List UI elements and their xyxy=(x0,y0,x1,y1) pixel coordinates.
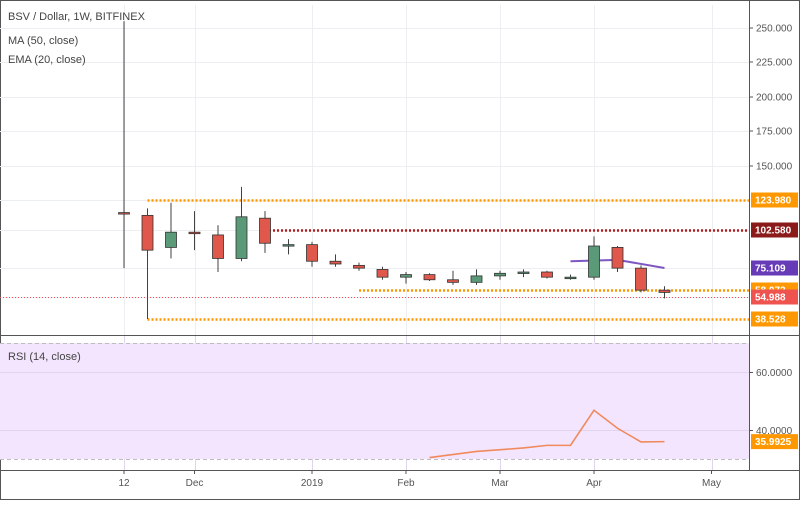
price-tick-label: 150.000 xyxy=(756,162,793,173)
price-tag-38-528-bg xyxy=(751,311,798,327)
time-tick-label: May xyxy=(702,478,721,489)
ma-indicator-label[interactable]: MA (50, close) xyxy=(8,35,78,47)
candle-body xyxy=(447,279,459,283)
candle[interactable] xyxy=(353,262,365,271)
candle-body xyxy=(635,267,647,291)
candle[interactable] xyxy=(306,241,318,267)
candle-body xyxy=(376,269,389,278)
candle[interactable] xyxy=(470,269,483,285)
price-tag-38-528: 38.528 xyxy=(755,315,786,326)
candle[interactable] xyxy=(188,211,201,251)
candle[interactable] xyxy=(564,274,577,280)
price-tag-75-109-bg xyxy=(751,260,798,276)
candle-body xyxy=(329,260,342,265)
candle-body xyxy=(541,271,553,278)
candle[interactable] xyxy=(635,265,647,293)
candle-body xyxy=(588,245,600,278)
candle-body xyxy=(165,231,177,248)
price-tick-label: 175.000 xyxy=(756,127,793,138)
candle-body xyxy=(423,274,436,281)
candle-body xyxy=(470,275,483,283)
price-tag-54-988: 54.988 xyxy=(755,293,786,304)
rsi-value-tag: 35.9925 xyxy=(755,437,792,448)
candle[interactable] xyxy=(282,239,295,255)
candle-body xyxy=(611,247,624,269)
candle-body xyxy=(353,264,365,269)
candle-body xyxy=(517,271,530,274)
price-tag-123-980-bg xyxy=(751,192,798,208)
rsi-tick-label: 40.0000 xyxy=(756,426,793,437)
time-tick-label: Mar xyxy=(491,478,509,489)
candle-body xyxy=(259,217,271,244)
price-tick-label: 250.000 xyxy=(756,24,793,35)
candle-body xyxy=(306,244,318,262)
candle[interactable] xyxy=(376,266,389,280)
candle-body xyxy=(212,234,224,259)
candle[interactable] xyxy=(259,211,271,253)
time-tick-label: 2019 xyxy=(301,478,324,489)
candle[interactable] xyxy=(611,246,624,273)
candle[interactable] xyxy=(541,270,553,279)
candle[interactable] xyxy=(141,208,154,320)
rsi-tick-label: 60.0000 xyxy=(756,368,793,379)
candle-body xyxy=(188,231,201,235)
candle-body xyxy=(118,212,130,215)
rsi-band-fill xyxy=(0,343,749,459)
rsi-line[interactable] xyxy=(429,409,665,459)
price-tick-label: 200.000 xyxy=(756,93,793,104)
candle-body xyxy=(564,276,577,280)
candle-body xyxy=(235,216,248,259)
candle-body xyxy=(282,244,295,247)
candle[interactable] xyxy=(329,254,342,267)
price-tick-label: 225.000 xyxy=(756,58,793,69)
ema-indicator-label[interactable]: EMA (20, close) xyxy=(8,54,86,66)
chart-title: BSV / Dollar, 1W, BITFINEX xyxy=(8,11,146,23)
candle-body xyxy=(400,274,412,278)
candle[interactable] xyxy=(658,286,671,299)
rsi-indicator-label[interactable]: RSI (14, close) xyxy=(8,351,81,363)
time-tick-label: Apr xyxy=(586,478,602,489)
candle[interactable] xyxy=(400,272,412,284)
rsi-value-tag-bg xyxy=(751,434,798,450)
candle[interactable] xyxy=(517,269,530,278)
time-tick-label: Dec xyxy=(186,478,204,489)
candle[interactable] xyxy=(118,21,130,269)
candle[interactable] xyxy=(212,225,224,273)
candle[interactable] xyxy=(447,270,459,285)
candle[interactable] xyxy=(423,273,436,282)
candle[interactable] xyxy=(494,270,506,280)
candle[interactable] xyxy=(165,202,177,259)
time-axis: 12 Dec 2019 Feb Mar Apr May xyxy=(118,470,721,489)
price-tag-54-988-bg xyxy=(751,289,798,305)
time-tick-label: 12 xyxy=(118,478,130,489)
candle-body xyxy=(658,289,671,293)
legend: BSV / Dollar, 1W, BITFINEX MA (50, close… xyxy=(8,11,146,363)
candle[interactable] xyxy=(235,186,248,262)
price-tag-75-109: 75.109 xyxy=(755,264,786,275)
candle-body xyxy=(494,272,506,277)
price-tag-123-980: 123.980 xyxy=(755,196,792,207)
candle-body xyxy=(141,214,154,251)
price-tag-102-580-bg xyxy=(751,222,798,238)
time-tick-label: Feb xyxy=(397,478,415,489)
price-tag-102-580: 102.580 xyxy=(755,226,792,237)
candle[interactable] xyxy=(588,236,600,280)
